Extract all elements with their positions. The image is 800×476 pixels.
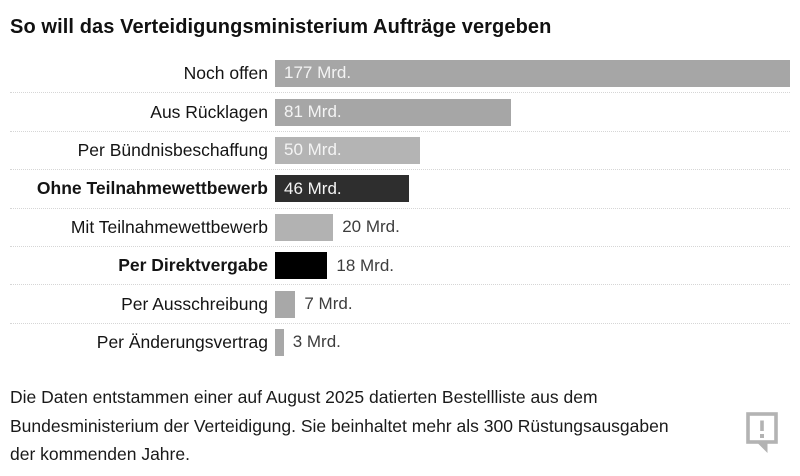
- bar: [275, 213, 334, 241]
- value-label: 50 Mrd.: [284, 140, 342, 160]
- bar: 50 Mrd.: [275, 136, 421, 164]
- value-label: 7 Mrd.: [304, 294, 353, 314]
- category-label: Per Änderungsvertrag: [96, 331, 268, 352]
- category-label: Ohne Teilnahmewettbewerb: [36, 178, 268, 199]
- chart-row: Per Bündnisbeschaffung 50 Mrd.: [10, 130, 790, 169]
- value-label: 3 Mrd.: [292, 332, 341, 352]
- bar-track: 3 Mrd.: [275, 328, 790, 356]
- chart-row: Ohne Teilnahmewettbewerb 46 Mrd.: [10, 169, 790, 207]
- feedback-button[interactable]: [746, 412, 779, 454]
- category-label: Noch offen: [183, 62, 268, 83]
- bar-track: 18 Mrd.: [275, 252, 790, 280]
- chart-row: Aus Rücklagen 81 Mrd.: [10, 92, 790, 130]
- chart-row: Per Änderungsvertrag 3 Mrd.: [10, 322, 790, 361]
- category-label: Aus Rücklagen: [150, 101, 268, 122]
- category-label: Mit Teilnahmewettbewerb: [70, 216, 268, 237]
- bar-track: 20 Mrd.: [275, 213, 790, 241]
- source-note: Die Daten entstammen einer auf August 20…: [10, 383, 790, 469]
- chart-row: Per Ausschreibung 7 Mrd.: [10, 284, 790, 322]
- source-note-line-1: Die Daten entstammen einer auf August 20…: [10, 387, 598, 408]
- bar: 81 Mrd.: [275, 98, 511, 126]
- value-label: 81 Mrd.: [284, 102, 342, 122]
- chart-row: Noch offen 177 Mrd.: [10, 54, 790, 92]
- value-label: 20 Mrd.: [342, 217, 400, 237]
- bar-track: 177 Mrd.: [275, 59, 790, 87]
- bar: [275, 328, 284, 356]
- bar-track: 81 Mrd.: [275, 98, 790, 126]
- bar: 177 Mrd.: [275, 59, 790, 87]
- bar: [275, 252, 328, 280]
- feedback-bubble-exclamation-icon: [746, 412, 778, 453]
- chart-title: So will das Verteidigungsministerium Auf…: [10, 16, 552, 38]
- category-label: Per Direktvergabe: [118, 255, 268, 276]
- value-label: 46 Mrd.: [284, 178, 342, 198]
- bar: 46 Mrd.: [275, 175, 409, 203]
- bar-track: 50 Mrd.: [275, 136, 790, 164]
- chart-row: Per Direktvergabe 18 Mrd.: [10, 245, 790, 284]
- category-label: Per Ausschreibung: [121, 293, 268, 314]
- category-label: Per Bündnisbeschaffung: [77, 139, 268, 160]
- bar-track: 46 Mrd.: [275, 175, 790, 203]
- source-note-line-3: der kommenden Jahre.: [10, 444, 190, 465]
- source-note-line-2: Bundesministerium der Verteidigung. Sie …: [10, 415, 669, 436]
- chart-row: Mit Teilnahmewettbewerb 20 Mrd.: [10, 207, 790, 246]
- bar-chart: Noch offen 177 Mrd. Aus Rücklagen 81 Mrd. Pe…: [10, 54, 790, 361]
- bar-track: 7 Mrd.: [275, 290, 790, 318]
- bar: [275, 290, 296, 318]
- value-label: 177 Mrd.: [284, 63, 352, 83]
- value-label: 18 Mrd.: [336, 255, 394, 275]
